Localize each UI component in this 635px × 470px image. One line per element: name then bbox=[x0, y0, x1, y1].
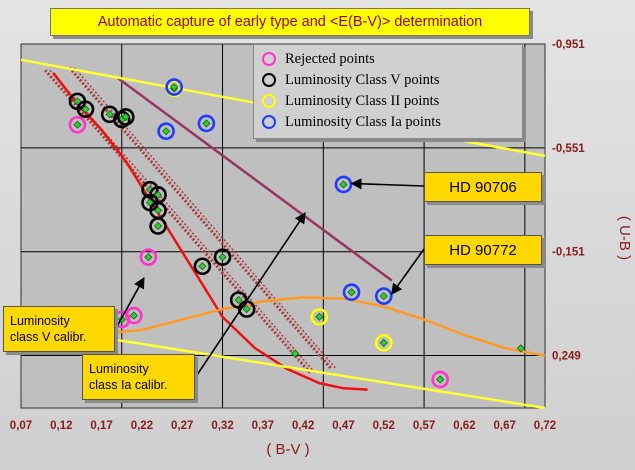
x-tick-label: 0,47 bbox=[332, 420, 354, 432]
x-tick-label: 0,37 bbox=[252, 420, 274, 432]
y-tick-label: 0,249 bbox=[552, 351, 581, 363]
x-tick-label: 0,52 bbox=[373, 420, 395, 432]
x-tick-label: 0,67 bbox=[493, 420, 515, 432]
x-tick-label: 0,12 bbox=[50, 420, 72, 432]
dashed-band-2 bbox=[68, 66, 333, 370]
dashed-band-1 bbox=[44, 69, 313, 375]
rejected-points-marker-2 bbox=[139, 248, 158, 266]
luminosity-class-ia-points-marker-1 bbox=[165, 78, 183, 96]
x-tick-label: 0,27 bbox=[171, 420, 193, 432]
y-tick-label: -0,551 bbox=[552, 143, 585, 155]
legend-marker-class-ii bbox=[262, 94, 276, 108]
legend-marker-class-v bbox=[262, 73, 276, 87]
legend-label-class-ii: Luminosity Class II points bbox=[285, 92, 440, 109]
legend: Rejected points Luminosity Class V point… bbox=[253, 44, 523, 139]
luminosity-class-v-points-center-2 bbox=[81, 105, 90, 114]
x-tick-label: 0,32 bbox=[211, 420, 233, 432]
y-tick-label: -0,151 bbox=[552, 247, 585, 259]
x-tick-label: 0,57 bbox=[413, 420, 435, 432]
legend-label-class-ia: Luminosity Class Ia points bbox=[285, 113, 441, 130]
luminosity-class-ia-points-center-6 bbox=[379, 292, 388, 301]
luminosity-class-v-points-center-9 bbox=[153, 206, 163, 215]
arrow-hd90772 bbox=[391, 248, 425, 296]
luminosity-class-ia-points-center-2 bbox=[162, 127, 171, 136]
callout-luminosity-ia-line1: Luminosity bbox=[89, 362, 149, 376]
rejected-points-center-2 bbox=[144, 253, 153, 262]
luminosity-class-v-points-center-5 bbox=[121, 112, 130, 122]
callout-luminosity-v: Luminosity class V calibr. bbox=[3, 306, 115, 352]
chart-title: Automatic capture of early type and <E(B… bbox=[50, 8, 530, 36]
x-tick-label: 0,07 bbox=[10, 420, 32, 432]
x-axis-label: ( B-V ) bbox=[266, 441, 309, 458]
luminosity-class-ii-points-center-2 bbox=[315, 312, 324, 321]
x-tick-label: 0,62 bbox=[453, 420, 475, 432]
y-axis-label: ( U-B ) bbox=[616, 216, 633, 260]
legend-item-rejected: Rejected points bbox=[262, 49, 375, 69]
curve-luminosity-class-ia-calibr- bbox=[116, 76, 393, 282]
luminosity-class-ia-points-marker-5 bbox=[342, 283, 361, 302]
x-tick-label: 0,17 bbox=[90, 420, 112, 432]
luminosity-class-v-points-marker-5 bbox=[117, 108, 135, 126]
plain-point-2 bbox=[516, 344, 525, 353]
callout-hd90706: HD 90706 bbox=[424, 172, 542, 202]
legend-label-class-v: Luminosity Class V points bbox=[285, 71, 440, 88]
callout-luminosity-v-line1: Luminosity bbox=[10, 314, 70, 328]
callout-luminosity-ia: Luminosity class Ia calibr. bbox=[82, 354, 195, 400]
luminosity-class-v-points-marker-10 bbox=[149, 217, 167, 235]
rejected-points-center-4 bbox=[129, 311, 138, 320]
luminosity-class-ia-points-center-3 bbox=[202, 119, 211, 128]
curve-luminosity-class-v-calibr- bbox=[52, 72, 368, 391]
luminosity-class-v-points-center-11 bbox=[198, 262, 207, 271]
legend-marker-class-ia bbox=[262, 115, 276, 129]
luminosity-class-ia-points-marker-2 bbox=[157, 122, 175, 141]
luminosity-class-v-points-center-13 bbox=[234, 295, 243, 305]
rejected-points-center-1 bbox=[73, 120, 82, 129]
dashed-band-edge-2 bbox=[73, 67, 337, 370]
plain-point-1 bbox=[291, 349, 300, 358]
luminosity-class-ia-points-marker-6 bbox=[374, 287, 393, 305]
luminosity-class-ii-points-marker-3 bbox=[374, 334, 393, 352]
callout-luminosity-v-line2: class V calibr. bbox=[10, 330, 87, 344]
luminosity-class-ia-points-center-5 bbox=[347, 288, 356, 297]
arrow-luminosity-v bbox=[114, 276, 145, 331]
callout-hd90772: HD 90772 bbox=[424, 235, 542, 265]
luminosity-class-ia-points-marker-3 bbox=[197, 114, 216, 133]
legend-label-rejected: Rejected points bbox=[285, 50, 375, 67]
arrow-hd90706 bbox=[350, 178, 425, 190]
luminosity-class-v-points-center-10 bbox=[153, 221, 163, 231]
luminosity-class-v-points-center-3 bbox=[105, 110, 114, 119]
legend-item-class-ia: Luminosity Class Ia points bbox=[262, 112, 441, 132]
luminosity-class-v-points-marker-2 bbox=[76, 100, 95, 118]
luminosity-class-v-points-marker-12 bbox=[213, 248, 232, 266]
legend-item-class-ii: Luminosity Class II points bbox=[262, 91, 439, 111]
rejected-points-center-5 bbox=[436, 375, 445, 384]
rejected-points-marker-4 bbox=[125, 306, 143, 325]
luminosity-class-ia-points-center-1 bbox=[170, 83, 179, 92]
legend-marker-rejected bbox=[262, 52, 276, 66]
x-tick-label: 0,22 bbox=[131, 420, 153, 432]
luminosity-class-v-points-center-14 bbox=[242, 305, 251, 314]
y-tick-label: -0,951 bbox=[552, 39, 585, 51]
callout-luminosity-ia-line2: class Ia calibr. bbox=[89, 378, 168, 392]
dashed-band-edge-1 bbox=[49, 69, 317, 375]
rejected-points-marker-1 bbox=[68, 115, 87, 134]
legend-item-class-v: Luminosity Class V points bbox=[262, 70, 440, 90]
luminosity-class-v-points-marker-11 bbox=[193, 257, 212, 276]
x-tick-label: 0,72 bbox=[534, 420, 556, 432]
luminosity-class-v-points-center-12 bbox=[218, 253, 227, 262]
luminosity-class-ii-points-center-3 bbox=[379, 338, 388, 347]
x-tick-label: 0,42 bbox=[292, 420, 314, 432]
luminosity-class-ii-points-marker-2 bbox=[310, 308, 329, 326]
rejected-points-marker-5 bbox=[431, 370, 450, 389]
luminosity-class-ia-points-center-4 bbox=[339, 180, 348, 189]
arrow-luminosity-ia bbox=[194, 212, 306, 379]
